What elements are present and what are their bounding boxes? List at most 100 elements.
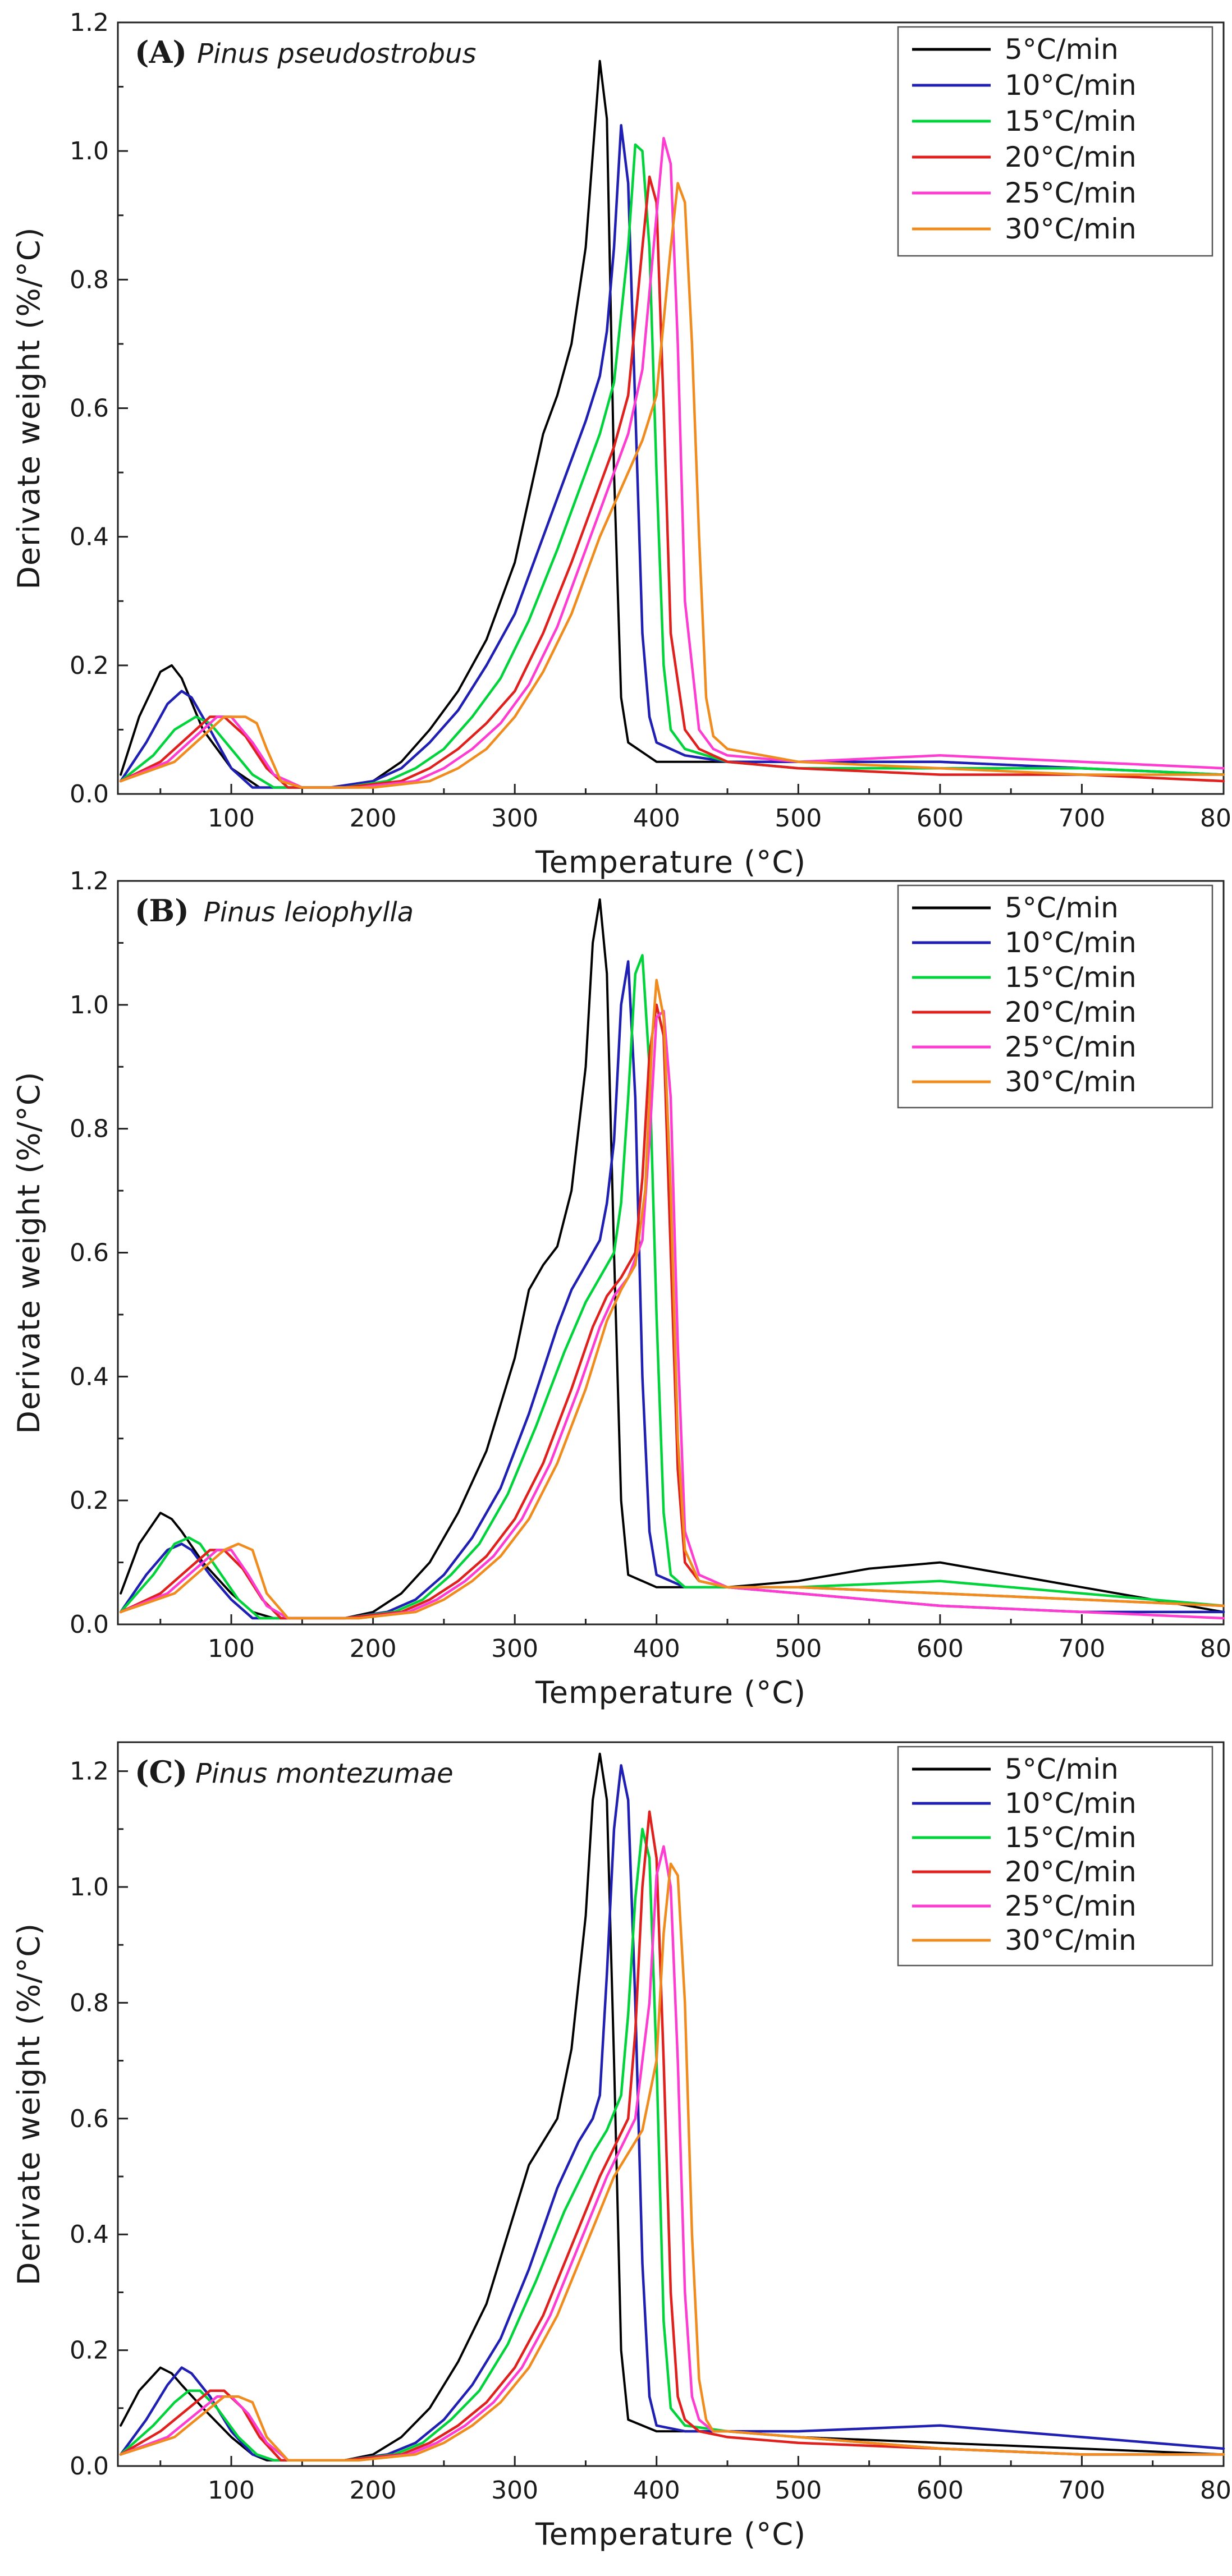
legend-entry-label: 20°C/min [1005,141,1137,173]
legend: 5°C/min10°C/min15°C/min20°C/min25°C/min3… [897,884,1213,1109]
y-tick-labels: 0.0 0.2 0.4 0.6 0.8 1.0 1.2 [70,1757,109,2481]
series-line-25c-per-min [119,1845,1225,2462]
legend-entry-label: 15°C/min [1005,1821,1137,1854]
x-tick-labels: 100 200 300 400 500 600 700 800 [208,2476,1232,2505]
x-axis-title: Temperature (°C) [535,844,806,880]
x-tick-label: 300 [491,804,538,833]
panel-label: (B) [135,893,189,929]
panel-b: 100 200 300 400 500 600 700 800 0.0 0.2 0.4 0.6 0.8… [11,867,1232,1710]
x-tick-label: 100 [208,2476,255,2505]
y-tick-label: 1.0 [70,137,109,166]
y-tick-label: 0.2 [70,1486,109,1515]
y-axis-title: Derivate weight (%/°C) [11,1071,47,1434]
axis-ticks [118,21,1225,795]
legend-entry-label: 25°C/min [1005,177,1137,209]
y-tick-label: 0.6 [70,394,109,423]
series-line-15c-per-min [119,1827,1225,2462]
legend-entry-label: 15°C/min [1005,961,1137,994]
x-tick-label: 700 [1058,1634,1105,1663]
axis-ticks [118,880,1225,1626]
legend-entry-label: 15°C/min [1005,105,1137,137]
y-tick-label: 0.0 [70,1610,109,1639]
y-tick-label: 0.8 [70,1115,109,1144]
series-line-20c-per-min [119,175,1225,789]
x-tick-label: 600 [917,804,964,833]
y-tick-label: 0.6 [70,2105,109,2133]
legend-entry-label: 30°C/min [1005,1924,1137,1957]
y-axis-title: Derivate weight (%/°C) [11,1923,47,2285]
y-tick-labels: 0.0 0.2 0.4 0.6 0.8 1.0 1.2 [70,867,109,1639]
y-tick-label: 0.4 [70,1362,109,1391]
x-tick-label: 400 [633,2476,680,2505]
x-tick-label: 100 [208,1634,255,1663]
data-series [119,1752,1225,2462]
y-tick-label: 1.0 [70,991,109,1020]
x-tick-label: 200 [350,1634,397,1663]
y-tick-label: 0.4 [70,2220,109,2249]
legend-entry-label: 10°C/min [1005,926,1137,959]
y-tick-label: 1.0 [70,1873,109,1902]
legend-entry-label: 25°C/min [1005,1031,1137,1063]
series-line-20c-per-min [119,1810,1225,2462]
series-line-10c-per-min [119,124,1225,789]
series-line-30c-per-min [119,979,1225,1620]
data-series [119,898,1225,1620]
panel-c: 100 200 300 400 500 600 700 800 0.0 0.2 0.4 0.6 0.8… [11,1741,1232,2552]
x-tick-label: 500 [775,804,822,833]
y-tick-label: 0.8 [70,1989,109,2017]
y-tick-label: 0.0 [70,2452,109,2481]
x-tick-label: 300 [491,1634,538,1663]
x-tick-label: 500 [775,1634,822,1663]
legend-box [897,26,1213,257]
x-tick-label: 400 [633,804,680,833]
series-line-15c-per-min [119,954,1225,1620]
x-tick-label: 800 [1200,1634,1232,1663]
panel-title: (A) Pinus pseudostrobus [135,34,476,70]
y-tick-label: 1.2 [70,867,109,896]
series-line-25c-per-min [119,1009,1225,1620]
panel-label: (A) [135,34,187,70]
legend-entry-label: 5°C/min [1005,892,1119,924]
series-line-30c-per-min [119,182,1225,789]
y-tick-label: 0.4 [70,523,109,552]
x-axis-title: Temperature (°C) [535,1675,806,1710]
y-tick-label: 0.0 [70,780,109,809]
legend-box [897,884,1213,1109]
panel-label: (C) [135,1754,187,1790]
y-tick-label: 1.2 [70,8,109,37]
legend-entry-label: 25°C/min [1005,1890,1137,1922]
x-tick-label: 500 [775,2476,822,2505]
x-tick-labels: 100 200 300 400 500 600 700 800 [208,1634,1232,1663]
series-line-25c-per-min [119,136,1225,789]
series-line-5c-per-min [120,1752,1225,2462]
y-tick-label: 0.2 [70,651,109,680]
legend-entry-label: 30°C/min [1005,213,1137,245]
panel-a: 100 200 300 400 500 600 700 800 0.0 0.2 0.4 0.6 0.8… [11,8,1232,880]
series-line-30c-per-min [119,1862,1225,2462]
panel-title: (B) Pinus leiophylla [135,893,414,929]
series-line-10c-per-min [119,960,1225,1620]
series-line-15c-per-min [119,143,1225,789]
series-line-5c-per-min [120,59,1225,789]
y-tick-label: 1.2 [70,1757,109,1786]
data-series [119,59,1225,789]
y-tick-labels: 0.0 0.2 0.4 0.6 0.8 1.0 1.2 [70,8,109,809]
legend-entry-label: 5°C/min [1005,33,1119,66]
legend-entry-label: 20°C/min [1005,1856,1137,1888]
legend-box [897,1746,1213,1967]
legend-entry-label: 5°C/min [1005,1753,1119,1785]
x-tick-label: 300 [491,2476,538,2505]
x-tick-labels: 100 200 300 400 500 600 700 800 [208,804,1232,833]
series-line-5c-per-min [120,898,1225,1619]
x-tick-label: 200 [350,804,397,833]
legend-entry-label: 30°C/min [1005,1066,1137,1098]
legend-entry-label: 10°C/min [1005,1787,1137,1820]
panel-species: Pinus montezumae [195,1758,454,1789]
legend: 5°C/min10°C/min15°C/min20°C/min25°C/min3… [897,1746,1213,1967]
x-axis-title: Temperature (°C) [535,2517,806,2552]
series-line-20c-per-min [119,1003,1225,1620]
y-tick-label: 0.8 [70,265,109,294]
legend-entry-label: 10°C/min [1005,69,1137,102]
